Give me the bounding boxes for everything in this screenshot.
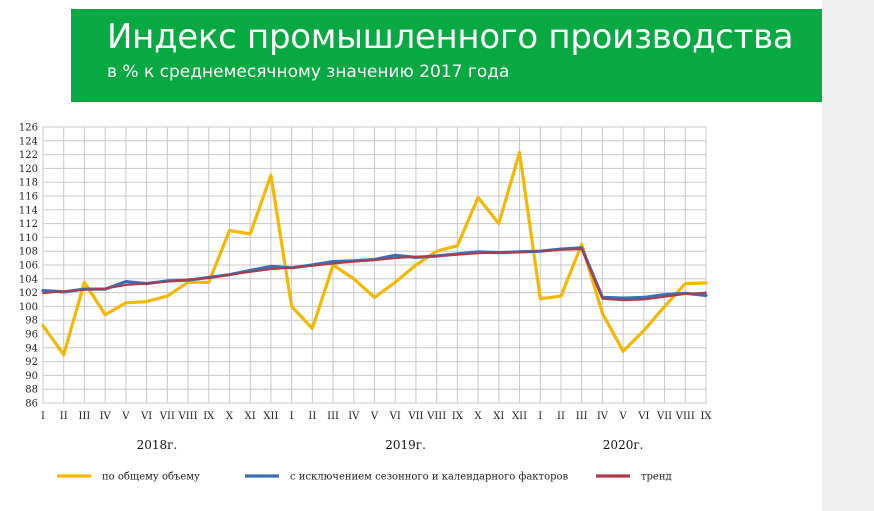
y-tick-label: 104 <box>19 274 38 285</box>
y-tick-label: 108 <box>19 247 38 258</box>
y-tick-label: 112 <box>19 219 38 230</box>
x-tick-label: XI <box>493 411 504 422</box>
y-tick-label: 92 <box>25 357 38 368</box>
page-title: Индекс промышленного производства <box>107 17 794 57</box>
x-tick-label: III <box>327 411 339 422</box>
x-tick-label: XI <box>245 411 256 422</box>
title-banner: Индекс промышленного производства в % к … <box>71 9 822 102</box>
year-label: 2020г. <box>603 438 644 452</box>
x-tick-label: X <box>226 411 234 422</box>
y-tick-label: 110 <box>19 233 38 244</box>
y-tick-label: 124 <box>19 136 38 147</box>
x-tick-label: IV <box>597 411 609 422</box>
year-label: 2019г. <box>385 438 426 452</box>
x-tick-label: III <box>576 411 588 422</box>
y-tick-label: 86 <box>25 399 38 410</box>
x-tick-label: IX <box>452 411 464 422</box>
x-tick-label: X <box>475 411 483 422</box>
x-tick-label: VII <box>159 411 175 422</box>
page-subtitle: в % к среднемесячному значению 2017 года <box>107 62 510 82</box>
x-tick-label: VI <box>637 411 649 422</box>
x-tick-label: V <box>121 411 130 422</box>
series-line-total <box>41 150 708 357</box>
x-tick-label: IV <box>348 411 360 422</box>
x-tick-label: VII <box>407 411 423 422</box>
y-tick-label: 116 <box>19 192 38 203</box>
legend-adjusted-label: с исключением сезонного и календарного ф… <box>290 472 569 483</box>
legend-trend-label: тренд <box>641 472 672 483</box>
y-tick-label: 94 <box>25 343 38 354</box>
y-tick-label: 98 <box>25 316 38 327</box>
x-tick-label: IV <box>100 411 112 422</box>
y-tick-label: 88 <box>25 385 38 396</box>
y-tick-label: 100 <box>19 302 38 313</box>
y-tick-label: 90 <box>25 371 38 382</box>
series-line-trend <box>42 248 707 302</box>
x-tick-label: VI <box>389 411 401 422</box>
x-tick-label: IX <box>700 411 712 422</box>
x-tick-label: V <box>619 411 628 422</box>
x-tick-label: I <box>538 411 542 422</box>
y-tick-label: 120 <box>19 164 38 175</box>
right-margin-panel <box>822 0 874 511</box>
y-tick-label: 106 <box>19 261 38 272</box>
x-tick-label: I <box>41 411 45 422</box>
x-tick-label: VIII <box>426 411 446 422</box>
y-tick-label: 126 <box>19 123 38 134</box>
y-tick-label: 96 <box>25 330 38 341</box>
legend-total-label: по общему объему <box>102 472 200 483</box>
x-tick-label: VIII <box>675 411 695 422</box>
year-label: 2018г. <box>137 438 178 452</box>
y-tick-label: 122 <box>19 150 38 161</box>
y-tick-label: 102 <box>19 288 38 299</box>
x-tick-label: VIII <box>177 411 197 422</box>
x-tick-label: VI <box>140 411 152 422</box>
x-tick-label: III <box>79 411 91 422</box>
line-chart: 86 88 90 92 94 96 98 100 102 104 106 108 110 112 114 11… <box>19 123 713 483</box>
y-tick-label: 114 <box>19 205 38 216</box>
x-tick-label: I <box>290 411 294 422</box>
x-tick-label: V <box>370 411 379 422</box>
x-tick-label: II <box>557 411 565 422</box>
y-tick-label: 118 <box>19 178 38 189</box>
x-tick-label: II <box>308 411 316 422</box>
x-tick-label: II <box>60 411 68 422</box>
x-tick-label: XII <box>512 411 527 422</box>
x-tick-label: XII <box>263 411 278 422</box>
x-tick-label: IX <box>203 411 215 422</box>
x-tick-label: VII <box>656 411 672 422</box>
